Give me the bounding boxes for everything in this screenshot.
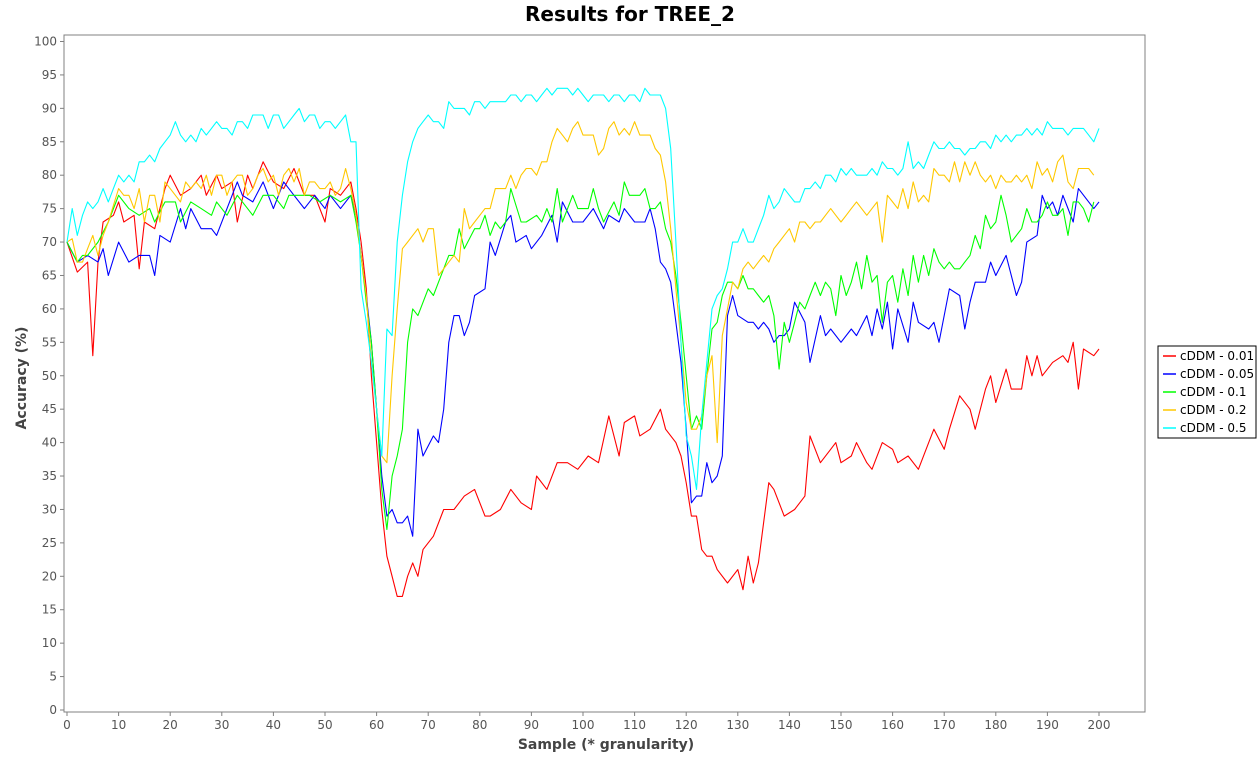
y-tick-label: 75: [42, 202, 57, 216]
y-tick-label: 30: [42, 502, 57, 516]
x-tick-label: 20: [163, 718, 178, 732]
y-tick-label: 35: [42, 469, 57, 483]
y-tick-label: 60: [42, 302, 57, 316]
x-tick-label: 180: [984, 718, 1007, 732]
y-tick-label: 95: [42, 68, 57, 82]
x-tick-label: 200: [1088, 718, 1111, 732]
y-axis: 0 5 10 15 20 25 30 35 40 45 50 55 60 65 70 75 80 85 90 95 10…: [34, 35, 64, 717]
x-tick-label: 80: [472, 718, 487, 732]
x-tick-label: 70: [421, 718, 436, 732]
y-tick-label: 50: [42, 369, 57, 383]
series-line-cddm-0-2: [66, 121, 1095, 464]
series-line-cddm-0-01: [66, 161, 1100, 597]
y-tick-label: 80: [42, 168, 57, 182]
x-tick-label: 60: [369, 718, 384, 732]
y-tick-label: 40: [42, 436, 57, 450]
y-tick-label: 100: [34, 35, 57, 49]
x-tick-label: 160: [881, 718, 904, 732]
x-axis: 0 10 20 30 40 50 60 70 80 90 100 110 120 130 140 150 160…: [63, 712, 1110, 732]
series-line-cddm-0-05: [66, 181, 1100, 537]
chart-title: Results for TREE_2: [525, 2, 735, 26]
series-layer: [66, 87, 1100, 597]
x-tick-label: 130: [726, 718, 749, 732]
legend: cDDM - 0.01 cDDM - 0.05 cDDM - 0.1 cDDM - 0…: [1157, 345, 1257, 439]
x-tick-label: 10: [111, 718, 126, 732]
x-tick-label: 150: [830, 718, 853, 732]
x-tick-label: 190: [1036, 718, 1059, 732]
x-axis-label: Sample (* granularity): [518, 737, 694, 753]
y-tick-label: 65: [42, 268, 57, 282]
y-tick-label: 90: [42, 101, 57, 115]
x-tick-label: 170: [933, 718, 956, 732]
x-tick-label: 90: [524, 718, 539, 732]
y-axis-label: Accuracy (%): [14, 327, 30, 430]
y-tick-label: 0: [49, 703, 57, 717]
x-tick-label: 120: [675, 718, 698, 732]
y-tick-label: 20: [42, 569, 57, 583]
plot-area: [63, 34, 1146, 713]
y-tick-label: 10: [42, 636, 57, 650]
y-tick-label: 70: [42, 235, 57, 249]
y-tick-label: 85: [42, 135, 57, 149]
legend-label: cDDM - 0.5: [1180, 421, 1246, 435]
x-tick-label: 110: [623, 718, 646, 732]
x-tick-label: 140: [778, 718, 801, 732]
x-tick-label: 40: [266, 718, 281, 732]
x-tick-label: 100: [572, 718, 595, 732]
legend-label: cDDM - 0.1: [1180, 385, 1246, 399]
y-tick-label: 5: [49, 670, 57, 684]
x-tick-label: 50: [317, 718, 332, 732]
x-tick-label: 0: [63, 718, 71, 732]
series-line-cddm-0-5: [66, 87, 1100, 490]
y-tick-label: 55: [42, 335, 57, 349]
legend-label: cDDM - 0.05: [1180, 367, 1254, 381]
y-tick-label: 15: [42, 603, 57, 617]
series-line-cddm-0-1: [66, 181, 1095, 531]
legend-label: cDDM - 0.01: [1180, 349, 1254, 363]
y-tick-label: 25: [42, 536, 57, 550]
x-tick-label: 30: [214, 718, 229, 732]
y-tick-label: 45: [42, 402, 57, 416]
legend-label: cDDM - 0.2: [1180, 403, 1246, 417]
